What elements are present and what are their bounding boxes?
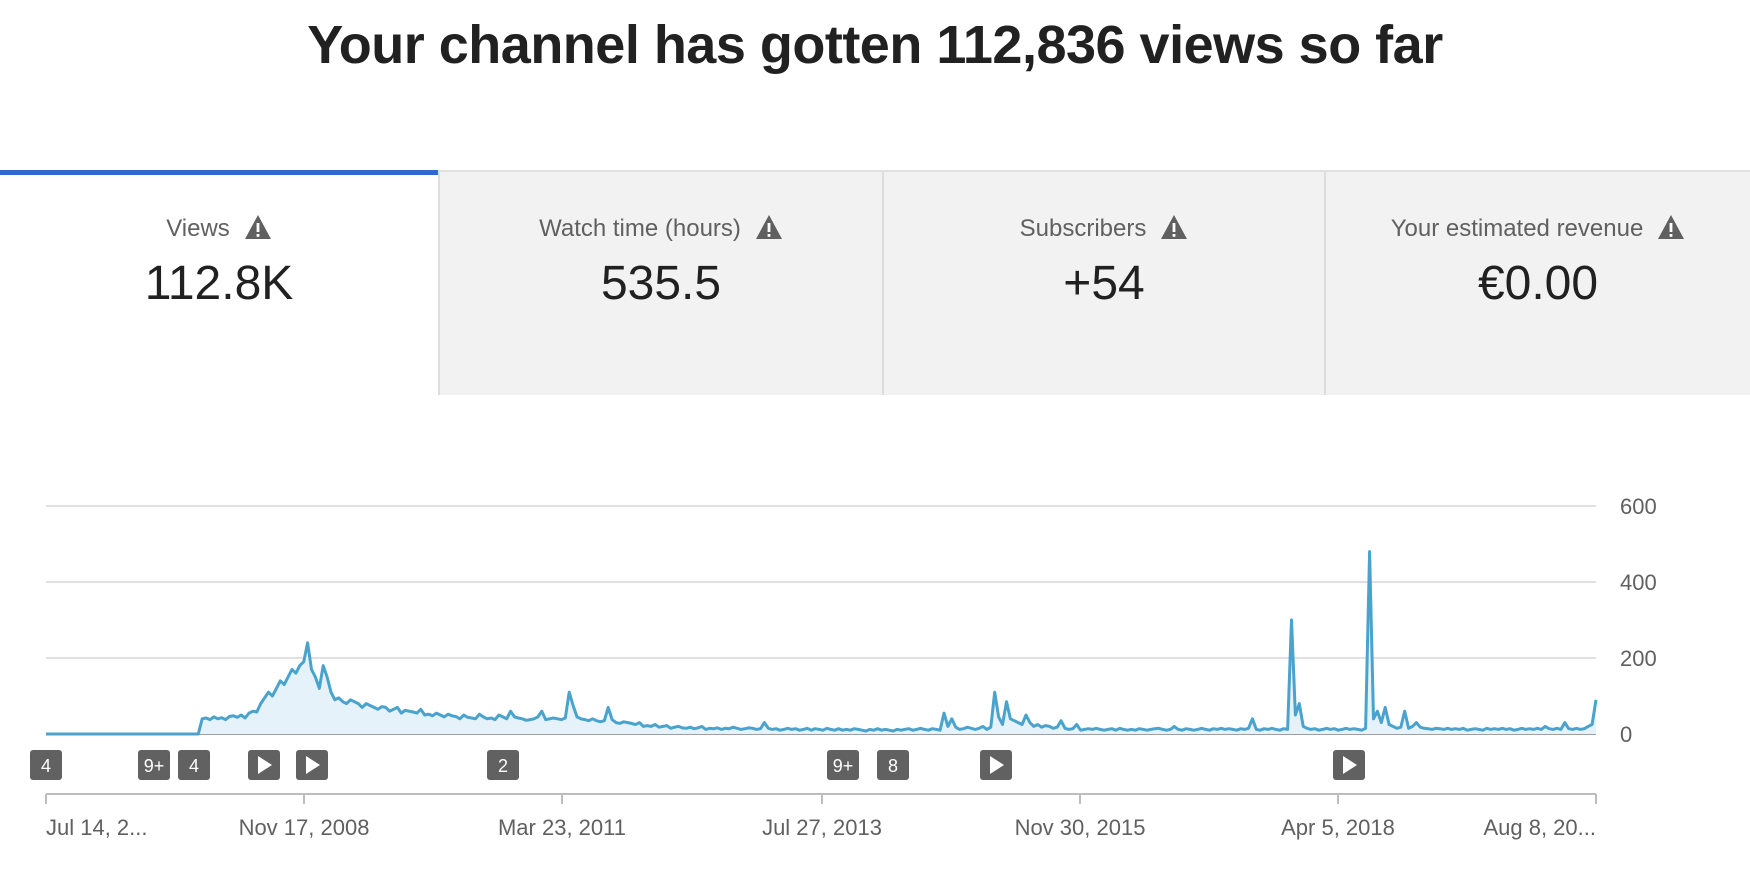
x-tick-label: Jul 14, 2... <box>46 815 148 840</box>
tab-views-label: Views <box>166 215 230 242</box>
metric-tabs: Views 112.8K Watch time (hours) 535.5 Su… <box>0 170 1750 395</box>
tab-revenue-value: €0.00 <box>1477 257 1599 310</box>
annotation-marker[interactable] <box>877 750 909 780</box>
x-tick-label: Jul 27, 2013 <box>762 815 882 840</box>
series-line <box>46 550 1598 736</box>
x-tick-label: Aug 8, 20... <box>1483 815 1596 840</box>
marker-count: 2 <box>498 756 508 776</box>
tab-watch-time-label: Watch time (hours) <box>539 215 741 242</box>
annotation-marker[interactable] <box>487 750 519 780</box>
play-icon <box>990 756 1004 774</box>
play-icon <box>1343 756 1357 774</box>
series-area <box>46 551 1596 734</box>
y-tick-label: 400 <box>1620 570 1657 595</box>
warning-icon[interactable] <box>1160 214 1188 247</box>
marker-count: 9+ <box>144 756 165 776</box>
warning-icon[interactable] <box>1657 214 1685 247</box>
marker-count: 4 <box>189 756 199 776</box>
warning-icon[interactable] <box>244 214 272 247</box>
annotation-marker[interactable] <box>827 750 859 780</box>
x-tick-label: Nov 30, 2015 <box>1015 815 1146 840</box>
marker-count: 4 <box>41 756 51 776</box>
tab-subscribers-label: Subscribers <box>1019 215 1147 242</box>
tab-subscribers[interactable]: Subscribers +54 <box>882 172 1324 395</box>
views-chart: 0 200 400 600 4 9+ 4 2 9+ 8 Jul 14, 2... Nov 17, 20… <box>30 494 1657 840</box>
annotation-marker[interactable] <box>138 750 170 780</box>
tab-revenue-label: Your estimated revenue <box>1390 215 1644 242</box>
x-tick-label: Mar 23, 2011 <box>498 815 626 840</box>
tab-watch-time-value: 535.5 <box>600 257 722 310</box>
play-icon <box>258 756 272 774</box>
play-icon <box>306 756 320 774</box>
marker-count: 9+ <box>833 756 854 776</box>
x-tick-label: Nov 17, 2008 <box>239 815 370 840</box>
page-title: Your channel has gotten 112,836 views so… <box>307 15 1443 75</box>
x-tick-label: Apr 5, 2018 <box>1281 815 1395 840</box>
active-tab-indicator <box>0 170 438 175</box>
tab-views-value: 112.8K <box>144 257 294 310</box>
tab-views[interactable]: Views 112.8K <box>0 170 438 395</box>
annotation-marker[interactable] <box>30 750 62 780</box>
tab-watch-time[interactable]: Watch time (hours) 535.5 <box>438 172 882 395</box>
tab-revenue[interactable]: Your estimated revenue €0.00 <box>1324 172 1750 395</box>
y-tick-label: 200 <box>1620 646 1657 671</box>
y-tick-label: 0 <box>1620 722 1632 747</box>
tab-subscribers-value: +54 <box>1063 257 1145 310</box>
y-tick-label: 600 <box>1620 494 1657 519</box>
marker-count: 8 <box>888 756 898 776</box>
warning-icon[interactable] <box>755 214 783 247</box>
annotation-marker[interactable] <box>178 750 210 780</box>
